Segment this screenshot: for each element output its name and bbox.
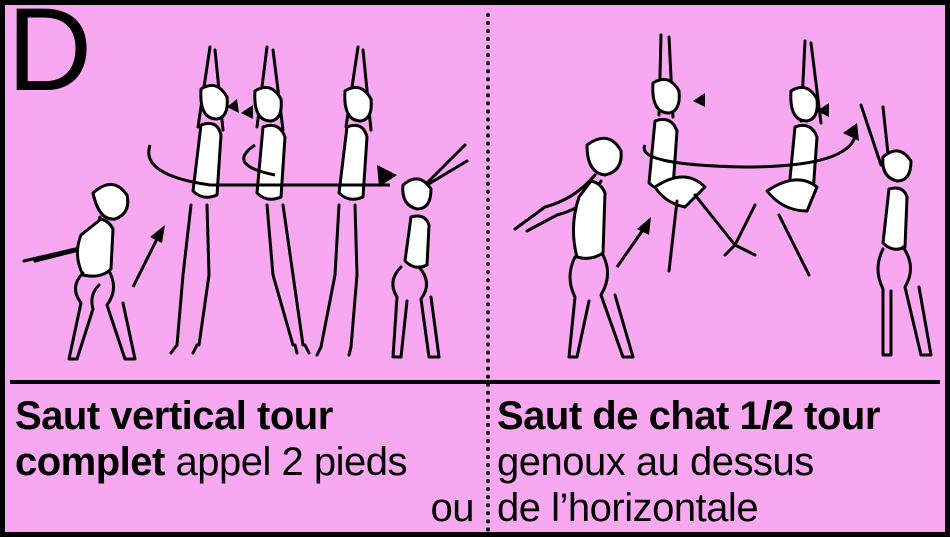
landing-figure-icon-right — [859, 103, 933, 357]
arrow-up-icon-1 — [131, 225, 165, 288]
right-figure-sequence-icon — [513, 33, 933, 359]
caption-left-title: Saut vertical tour — [15, 394, 333, 438]
caption-left: Saut vertical tour complet appel 2 pieds… — [15, 393, 480, 531]
jump-figure-icon-3 — [315, 45, 373, 357]
left-figure-sequence-icon — [22, 45, 469, 361]
caption-left-title-cont: complet — [15, 440, 165, 484]
ground-line — [10, 380, 940, 384]
landing-figure-icon — [391, 143, 469, 359]
element-card: D — [5, 5, 945, 532]
caption-right-detail-1: genoux au dessus — [497, 440, 814, 484]
column-divider — [486, 13, 490, 532]
cat-leap-figure-icon-2 — [723, 39, 823, 277]
caption-right-detail-2: de l’horizontale — [497, 486, 759, 530]
jump-figure-icon-2 — [253, 45, 311, 355]
jump-figure-icon-1 — [169, 45, 229, 355]
crouch-figure-icon — [22, 183, 137, 361]
caption-right: Saut de chat 1/2 tour genoux au dessus d… — [497, 393, 942, 531]
difficulty-letter: D — [7, 5, 93, 116]
caption-left-or: ou — [430, 486, 475, 530]
rotation-arrow-icon-left — [147, 99, 397, 187]
rotation-arrow-icon-right — [642, 93, 859, 169]
caption-right-title: Saut de chat 1/2 tour — [497, 394, 880, 438]
crouch-figure-icon-right — [513, 136, 635, 359]
illustration — [22, 33, 933, 361]
cat-leap-figure-icon-1 — [647, 33, 757, 273]
caption-left-detail: appel 2 pieds — [164, 440, 407, 484]
arrow-up-icon-2 — [615, 217, 651, 268]
